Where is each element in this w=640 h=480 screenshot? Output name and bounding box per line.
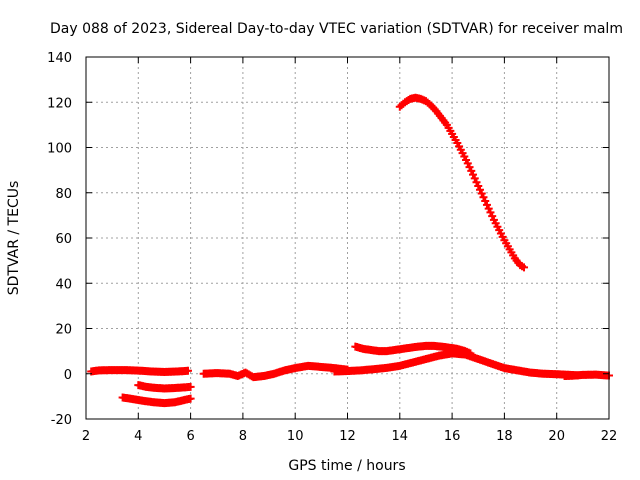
x-tick-label: 22 (601, 429, 618, 444)
data-point-marker (520, 263, 529, 272)
x-tick-label: 8 (239, 429, 247, 444)
data-layer (87, 93, 613, 408)
series-baseline-mid (199, 361, 352, 382)
y-tick-label: 120 (47, 96, 72, 111)
y-tick-label: 40 (55, 277, 72, 292)
data-point-marker (183, 366, 192, 375)
x-tick-label: 18 (496, 429, 513, 444)
x-axis-title: GPS time / hours (288, 458, 405, 474)
y-tick-label: 140 (47, 51, 72, 66)
data-point-marker (186, 394, 195, 403)
x-tick-label: 14 (392, 429, 409, 444)
data-point-marker (343, 365, 352, 374)
x-tick-label: 2 (82, 429, 90, 444)
y-tick-label: -20 (51, 413, 72, 428)
y-tick-label: 60 (55, 232, 72, 247)
series-low-arc-2 (118, 393, 195, 408)
y-tick-label: 0 (64, 368, 72, 383)
x-tick-label: 6 (186, 429, 194, 444)
x-tick-label: 12 (339, 429, 356, 444)
y-axis-title: SDTVAR / TECUs (6, 181, 22, 296)
series-low-arc-1 (134, 381, 195, 393)
x-tick-label: 10 (287, 429, 304, 444)
series-baseline-left (87, 366, 192, 376)
series-mid-arc (351, 341, 475, 358)
x-tick-label: 20 (548, 429, 565, 444)
data-point-marker (186, 382, 195, 391)
y-tick-label: 80 (55, 187, 72, 202)
y-tick-label: 100 (47, 142, 72, 157)
series-baseline-right (560, 370, 613, 381)
x-tick-label: 16 (444, 429, 461, 444)
series-rising-arc (330, 349, 582, 380)
axis-ticks: 2 4 6 8 10 12 14 16 18 20 22 -20 0 20 40 60 80 100 120 140 (47, 51, 617, 444)
chart-title: Day 088 of 2023, Sidereal Day-to-day VTE… (50, 21, 623, 37)
grid (86, 57, 609, 419)
series-high-arc (395, 93, 529, 272)
x-tick-label: 4 (134, 429, 142, 444)
y-tick-label: 20 (55, 323, 72, 338)
